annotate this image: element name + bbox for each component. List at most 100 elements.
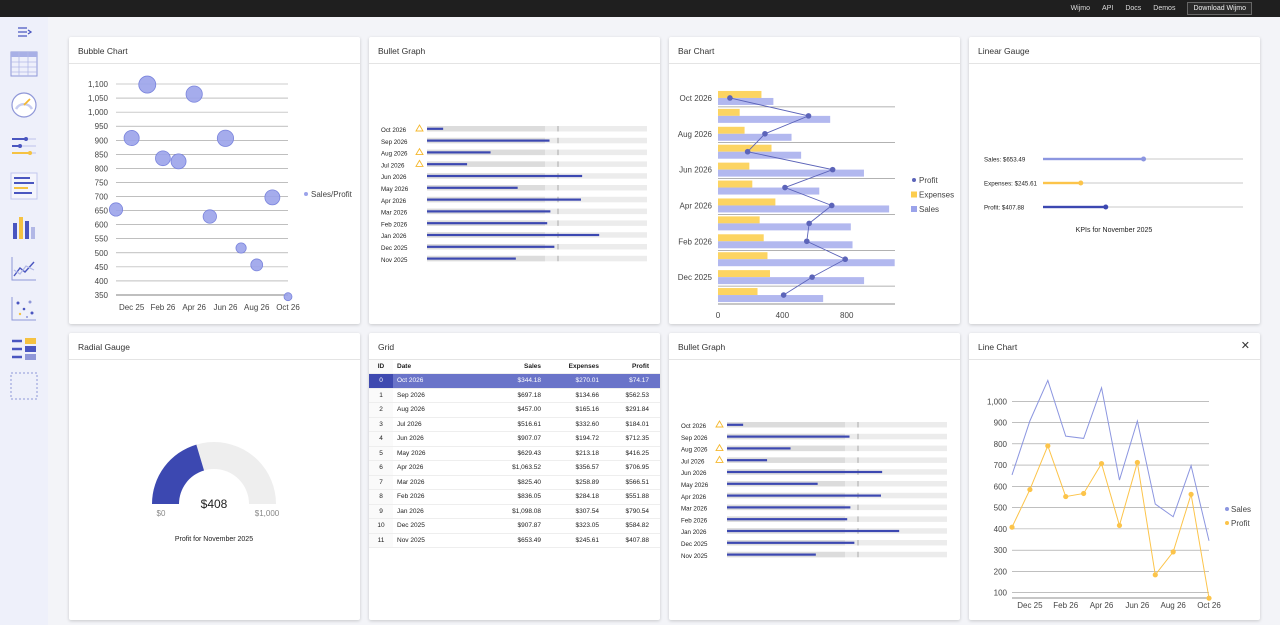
grid-cell[interactable]: 9 xyxy=(369,504,393,518)
grid-row[interactable]: 1 Sep 2026 $697.18 $134.66 $562.53 xyxy=(369,388,660,403)
grid-cell[interactable]: $907.07 xyxy=(517,435,542,443)
grid-row[interactable]: 8 Feb 2026 $836.05 $284.18 $551.88 xyxy=(369,490,660,505)
grid-cell[interactable]: $184.01 xyxy=(625,420,650,428)
grid-cell[interactable]: $194.72 xyxy=(575,435,600,443)
linear-gauge-tile-icon[interactable] xyxy=(10,132,38,160)
nav-link-api[interactable]: API xyxy=(1102,5,1114,12)
grid-cell[interactable]: Feb 2026 xyxy=(397,493,425,501)
nav-link-docs[interactable]: Docs xyxy=(1125,5,1142,12)
bullet-value-bar xyxy=(427,139,550,142)
grid-cell[interactable]: 5 xyxy=(369,446,393,460)
nav-link-demos[interactable]: Demos xyxy=(1153,5,1176,12)
column-header[interactable]: Date xyxy=(397,363,412,370)
data-grid[interactable]: ID Date Sales Expenses Profit 0 Oct 2026 $… xyxy=(369,360,660,548)
grid-cell[interactable]: $790.54 xyxy=(625,507,650,515)
grid-cell[interactable]: $697.18 xyxy=(517,391,542,399)
grid-cell[interactable]: $332.60 xyxy=(575,420,600,428)
grid-cell[interactable]: 11 xyxy=(369,533,393,547)
grid-cell[interactable]: $245.61 xyxy=(575,536,600,544)
grid-cell[interactable]: $584.82 xyxy=(625,522,650,530)
grid-cell[interactable]: $1,098.08 xyxy=(512,507,541,515)
grid-cell[interactable]: $551.88 xyxy=(625,493,650,501)
grid-cell[interactable]: $407.88 xyxy=(625,536,650,544)
column-header[interactable]: Sales xyxy=(524,363,541,370)
grid-cell[interactable]: $165.16 xyxy=(575,406,600,414)
grid-cell[interactable]: $258.89 xyxy=(575,478,600,486)
grid-cell[interactable]: 8 xyxy=(369,490,393,504)
grid-cell[interactable]: 10 xyxy=(369,519,393,533)
grid-row[interactable]: 9 Jan 2026 $1,098.08 $307.54 $790.54 xyxy=(369,504,660,519)
grid-cell[interactable]: $291.84 xyxy=(625,406,650,414)
grid-cell[interactable]: Sep 2026 xyxy=(397,391,425,399)
grid-cell[interactable]: $270.01 xyxy=(575,377,600,385)
grid-cell[interactable]: $629.43 xyxy=(517,449,542,457)
grid-cell[interactable]: $836.05 xyxy=(517,493,542,501)
grid-cell[interactable]: 1 xyxy=(369,388,393,402)
grid-cell[interactable]: $825.40 xyxy=(517,478,542,486)
grid-cell[interactable]: $74.17 xyxy=(629,377,649,385)
bar-chart-tile-icon[interactable] xyxy=(10,213,38,241)
column-header[interactable]: ID xyxy=(369,360,393,373)
grid-cell[interactable]: 3 xyxy=(369,417,393,431)
grid-cell[interactable]: 7 xyxy=(369,475,393,489)
grid-cell[interactable]: $307.54 xyxy=(575,507,600,515)
grid-row[interactable]: 3 Jul 2026 $516.61 $332.60 $184.01 xyxy=(369,417,660,432)
grid-cell[interactable]: $1,063.52 xyxy=(512,464,541,472)
grid-cell[interactable]: $457.00 xyxy=(517,406,542,414)
grid-cell[interactable]: $134.66 xyxy=(575,391,600,399)
grid-cell[interactable]: $416.25 xyxy=(625,449,650,457)
grid-row[interactable]: 2 Aug 2026 $457.00 $165.16 $291.84 xyxy=(369,403,660,418)
grid-cell[interactable]: Apr 2026 xyxy=(397,464,424,472)
grid-row[interactable]: 11 Nov 2025 $653.49 $245.61 $407.88 xyxy=(369,533,660,548)
grid-row[interactable]: 7 Mar 2026 $825.40 $258.89 $566.51 xyxy=(369,475,660,490)
bubble-chart-tile-icon[interactable] xyxy=(10,294,38,322)
download-button[interactable]: Download Wijmo xyxy=(1187,2,1252,15)
grid-cell[interactable]: $562.53 xyxy=(625,391,650,399)
grid-cell[interactable]: Jul 2026 xyxy=(397,420,422,428)
grid-cell[interactable]: May 2026 xyxy=(397,449,426,457)
card-title: Bubble Chart xyxy=(69,37,360,64)
bullet-graph-tile-icon[interactable] xyxy=(10,172,38,200)
grid-cell[interactable]: $344.18 xyxy=(517,377,542,385)
series-point xyxy=(1081,490,1087,497)
close-icon[interactable]: ✕ xyxy=(1240,340,1250,352)
grid-cell[interactable]: 6 xyxy=(369,461,393,475)
grid-cell[interactable]: Aug 2026 xyxy=(397,406,425,414)
grid-row[interactable]: 4 Jun 2026 $907.07 $194.72 $712.35 xyxy=(369,432,660,447)
grid-tile-icon[interactable] xyxy=(10,50,38,78)
menu-collapse-icon[interactable] xyxy=(14,22,34,42)
line-chart-tile-icon[interactable] xyxy=(10,254,38,282)
grid-bar-tile-icon[interactable] xyxy=(10,335,38,363)
grid-cell[interactable]: $566.51 xyxy=(625,478,650,486)
grid-cell[interactable]: $284.18 xyxy=(575,493,600,501)
grid-cell[interactable]: Oct 2026 xyxy=(397,377,424,385)
grid-cell[interactable]: Jun 2026 xyxy=(397,435,424,443)
grid-cell[interactable]: 0 xyxy=(369,374,393,388)
grid-cell[interactable]: $712.35 xyxy=(625,435,650,443)
grid-cell[interactable]: $907.87 xyxy=(517,522,542,530)
nav-link-wijmo[interactable]: Wijmo xyxy=(1070,5,1091,12)
grid-cell[interactable]: Jan 2026 xyxy=(397,507,424,515)
grid-cell[interactable]: Nov 2025 xyxy=(397,536,425,544)
grid-cell[interactable]: 4 xyxy=(369,432,393,446)
grid-cell[interactable]: $706.95 xyxy=(625,464,650,472)
grid-cell[interactable]: $213.18 xyxy=(575,449,600,457)
grid-row[interactable]: 5 May 2026 $629.43 $213.18 $416.25 xyxy=(369,446,660,461)
grid-cell[interactable]: $323.05 xyxy=(575,522,600,530)
radial-gauge-tile-icon[interactable] xyxy=(10,91,38,119)
bullet-value-bar xyxy=(727,470,883,474)
column-header[interactable]: Profit xyxy=(632,363,649,370)
blank-tile-icon[interactable] xyxy=(10,372,38,400)
grid-cell[interactable]: Dec 2025 xyxy=(397,522,425,530)
bullet-value-bar xyxy=(427,222,548,225)
grid-row[interactable]: 10 Dec 2025 $907.87 $323.05 $584.82 xyxy=(369,519,660,534)
grid-row[interactable]: 0 Oct 2026 $344.18 $270.01 $74.17 xyxy=(369,374,660,389)
y-tick-label: 350 xyxy=(95,291,109,300)
grid-cell[interactable]: $516.61 xyxy=(517,420,542,428)
grid-row[interactable]: 6 Apr 2026 $1,063.52 $356.57 $706.95 xyxy=(369,461,660,476)
grid-cell[interactable]: $653.49 xyxy=(517,536,542,544)
grid-cell[interactable]: $356.57 xyxy=(575,464,600,472)
column-header[interactable]: Expenses xyxy=(568,363,599,370)
grid-cell[interactable]: Mar 2026 xyxy=(397,478,425,486)
grid-cell[interactable]: 2 xyxy=(369,403,393,417)
